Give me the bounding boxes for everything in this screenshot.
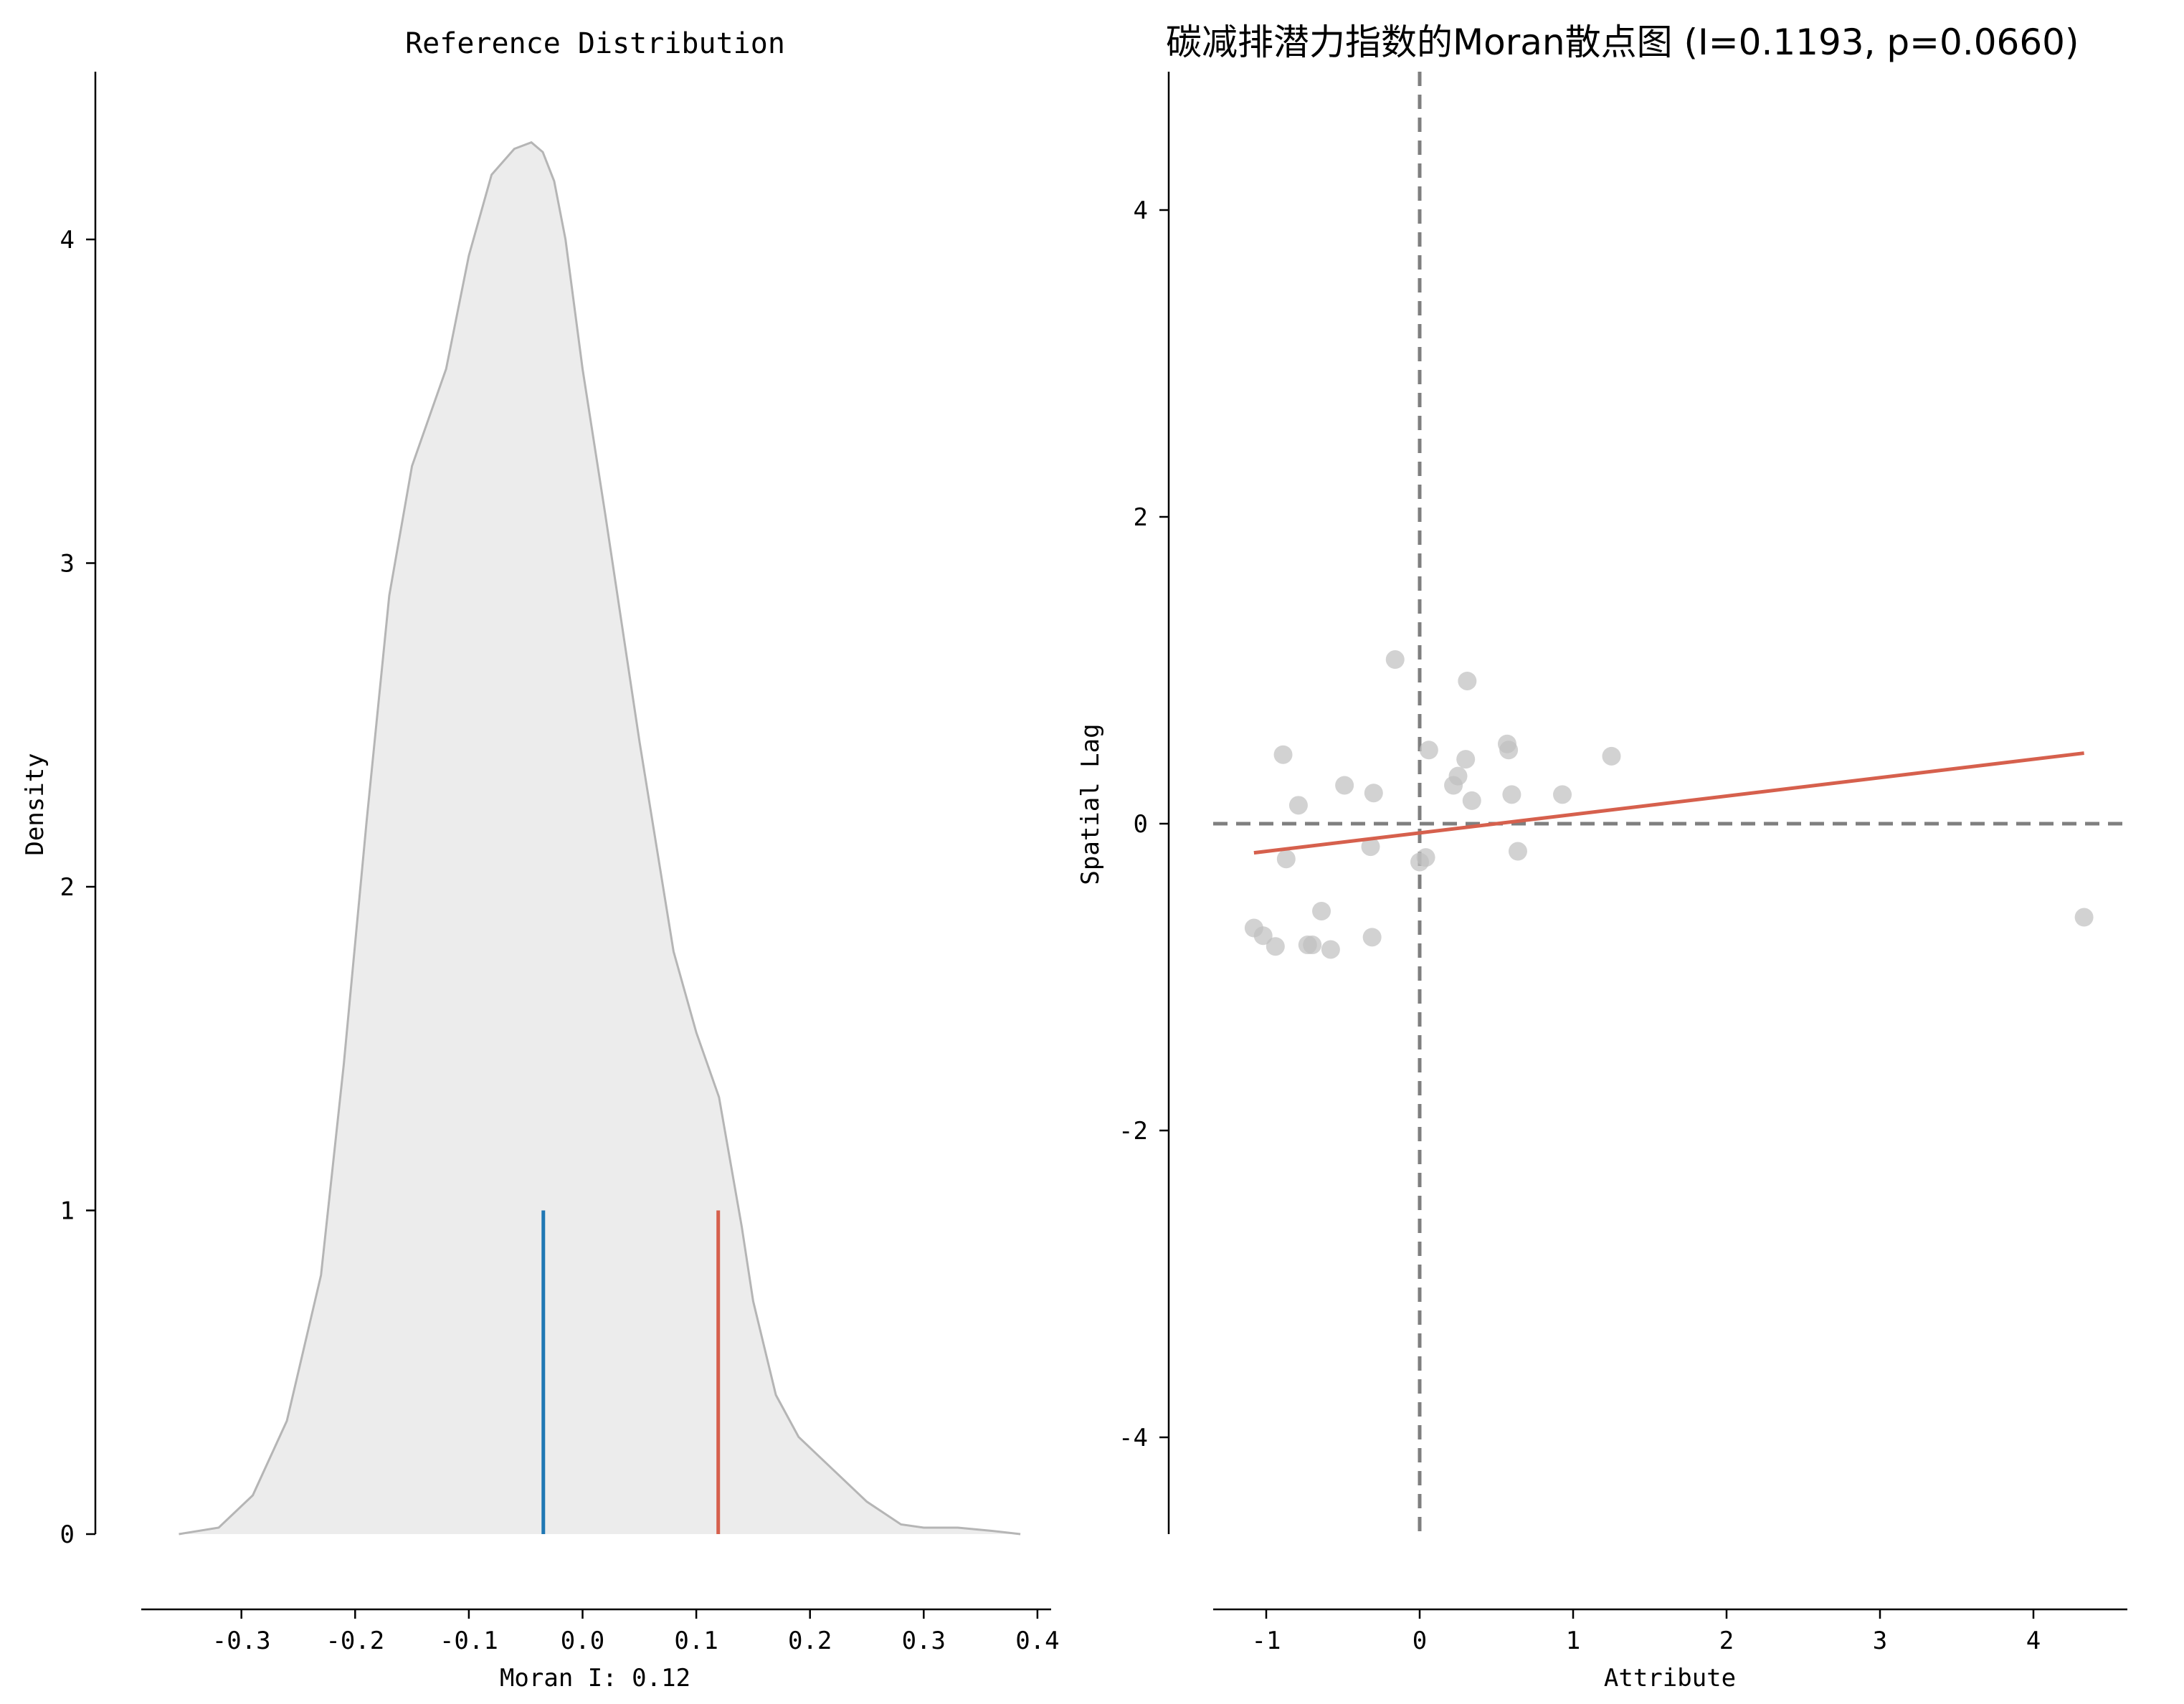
right-xtick-label: 0: [1413, 1627, 1427, 1655]
right-xtick-label: 2: [1719, 1627, 1734, 1655]
scatter-point: [1410, 852, 1429, 872]
density-ylabel: Density: [21, 753, 49, 855]
left-xtick-label: 0.0: [561, 1627, 604, 1655]
left-xtick-label: -0.2: [326, 1627, 384, 1655]
right-xtick-label: 1: [1566, 1627, 1580, 1655]
right-xtick-label: 3: [1873, 1627, 1887, 1655]
scatter-point: [1502, 785, 1521, 804]
left-xtick-label: 0.2: [788, 1627, 832, 1655]
density-curve: [179, 141, 1021, 1536]
scatter-point: [1273, 745, 1293, 764]
scatter-point: [1499, 741, 1519, 760]
scatter-point: [1456, 750, 1476, 769]
density-area: [179, 142, 1021, 1535]
left-ytick-label: 0: [60, 1520, 75, 1549]
reference-distribution-title: Reference Distribution: [405, 27, 785, 60]
right-xtick-label: 4: [2026, 1627, 2041, 1655]
left-xtick-label: 0.1: [674, 1627, 718, 1655]
scatter-point: [1321, 940, 1340, 959]
scatter-point: [1335, 776, 1354, 795]
scatter-point: [1312, 901, 1331, 920]
reference-distribution-panel: Reference Distribution 0 1 2 3 4 -0.3 -0.2 -0.…: [21, 27, 1060, 1693]
scatter-point: [1602, 746, 1621, 766]
right-xtick-label: -1: [1252, 1627, 1281, 1655]
right-ytick-label: 4: [1134, 196, 1148, 225]
scatter-point: [1288, 796, 1308, 815]
right-ytick-label: 2: [1134, 503, 1148, 532]
right-ytick-label: -4: [1119, 1424, 1148, 1452]
scatter-point: [1303, 936, 1322, 955]
moran-scatter-panel: 碳减排潜力指数的Moran散点图 (I=0.1193, p=0.0660) -4…: [1076, 22, 2127, 1693]
spatial-lag-ylabel: Spatial Lag: [1076, 723, 1105, 885]
scatter-point: [1253, 926, 1273, 946]
scatter-point: [1276, 849, 1296, 869]
scatter-point: [1364, 784, 1383, 803]
left-xtick-label: -0.1: [440, 1627, 498, 1655]
attribute-xlabel: Attribute: [1604, 1664, 1736, 1693]
right-ytick-label: 0: [1134, 810, 1148, 839]
left-ytick-label: 4: [60, 226, 75, 254]
scatter-point: [1266, 937, 1285, 956]
moran-i-xlabel: Moran I: 0.12: [500, 1664, 690, 1693]
scatter-point: [1385, 650, 1405, 670]
scatter-point: [1508, 842, 1527, 861]
left-ytick-label: 1: [60, 1197, 75, 1226]
scatter-point: [1458, 671, 1477, 690]
left-ytick-label: 3: [60, 550, 75, 579]
right-ytick-label: -2: [1119, 1117, 1148, 1146]
left-xtick-label: 0.4: [1015, 1627, 1059, 1655]
scatter-point: [1419, 741, 1438, 760]
scatter-point: [1444, 776, 1463, 795]
scatter-point: [1362, 928, 1382, 947]
scatter-point: [1553, 785, 1572, 804]
left-ytick-label: 2: [60, 873, 75, 902]
regression-fit-line: [1253, 751, 2084, 855]
scatter-point: [1462, 791, 1481, 810]
scatter-point: [2074, 908, 2094, 927]
moran-scatter-title: 碳减排潜力指数的Moran散点图 (I=0.1193, p=0.0660): [1166, 22, 2079, 63]
left-xtick-label: -0.3: [212, 1627, 271, 1655]
left-xtick-label: 0.3: [902, 1627, 946, 1655]
scatter-point: [1361, 837, 1380, 857]
